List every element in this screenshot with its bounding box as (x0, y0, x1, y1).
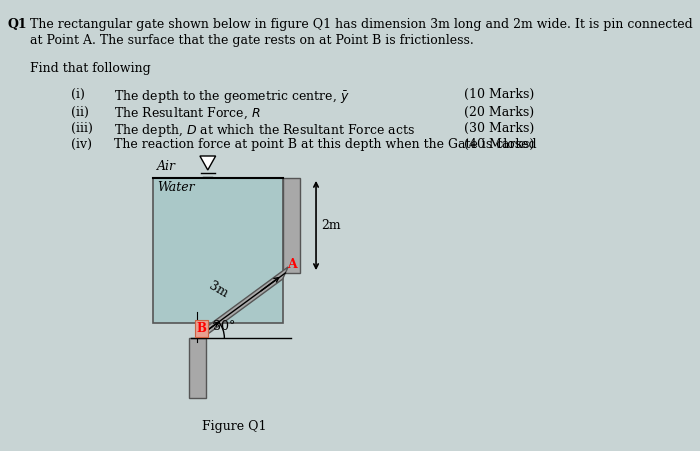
Text: at Point A. The surface that the gate rests on at Point B is frictionless.: at Point A. The surface that the gate re… (30, 34, 474, 47)
Text: (10 Marks): (10 Marks) (464, 88, 535, 101)
Text: Figure Q1: Figure Q1 (202, 420, 266, 433)
Text: Find that following: Find that following (30, 62, 150, 75)
Text: B: B (197, 322, 206, 335)
Text: The rectangular gate shown below in figure Q1 has dimension 3m long and 2m wide.: The rectangular gate shown below in figu… (30, 18, 692, 31)
Text: The depth to the geometric centre, $\bar{y}$: The depth to the geometric centre, $\bar… (114, 88, 349, 105)
Text: (ii): (ii) (71, 106, 89, 119)
Text: Water: Water (158, 181, 195, 194)
Text: (i): (i) (71, 88, 85, 101)
Text: (30 Marks): (30 Marks) (464, 122, 535, 135)
Text: The reaction force at point B at this depth when the Gate is closed: The reaction force at point B at this de… (114, 138, 537, 151)
Text: (iv): (iv) (71, 138, 92, 151)
Text: Q1: Q1 (8, 18, 27, 31)
Polygon shape (200, 156, 216, 170)
Bar (153, 178, 283, 323)
Text: 3m: 3m (206, 279, 230, 300)
Text: The depth, $D$ at which the Resultant Force acts: The depth, $D$ at which the Resultant Fo… (114, 122, 415, 139)
Text: 30°: 30° (213, 320, 235, 333)
Text: (iii): (iii) (71, 122, 92, 135)
Text: (40 Marks): (40 Marks) (464, 138, 535, 151)
Bar (283, 178, 300, 273)
Text: A: A (287, 258, 297, 271)
Polygon shape (194, 267, 288, 344)
Text: Air: Air (158, 160, 176, 173)
Text: 2m: 2m (321, 219, 340, 232)
Bar (189, 338, 206, 398)
Text: (20 Marks): (20 Marks) (465, 106, 535, 119)
Text: The Resultant Force, $R$: The Resultant Force, $R$ (114, 106, 260, 121)
